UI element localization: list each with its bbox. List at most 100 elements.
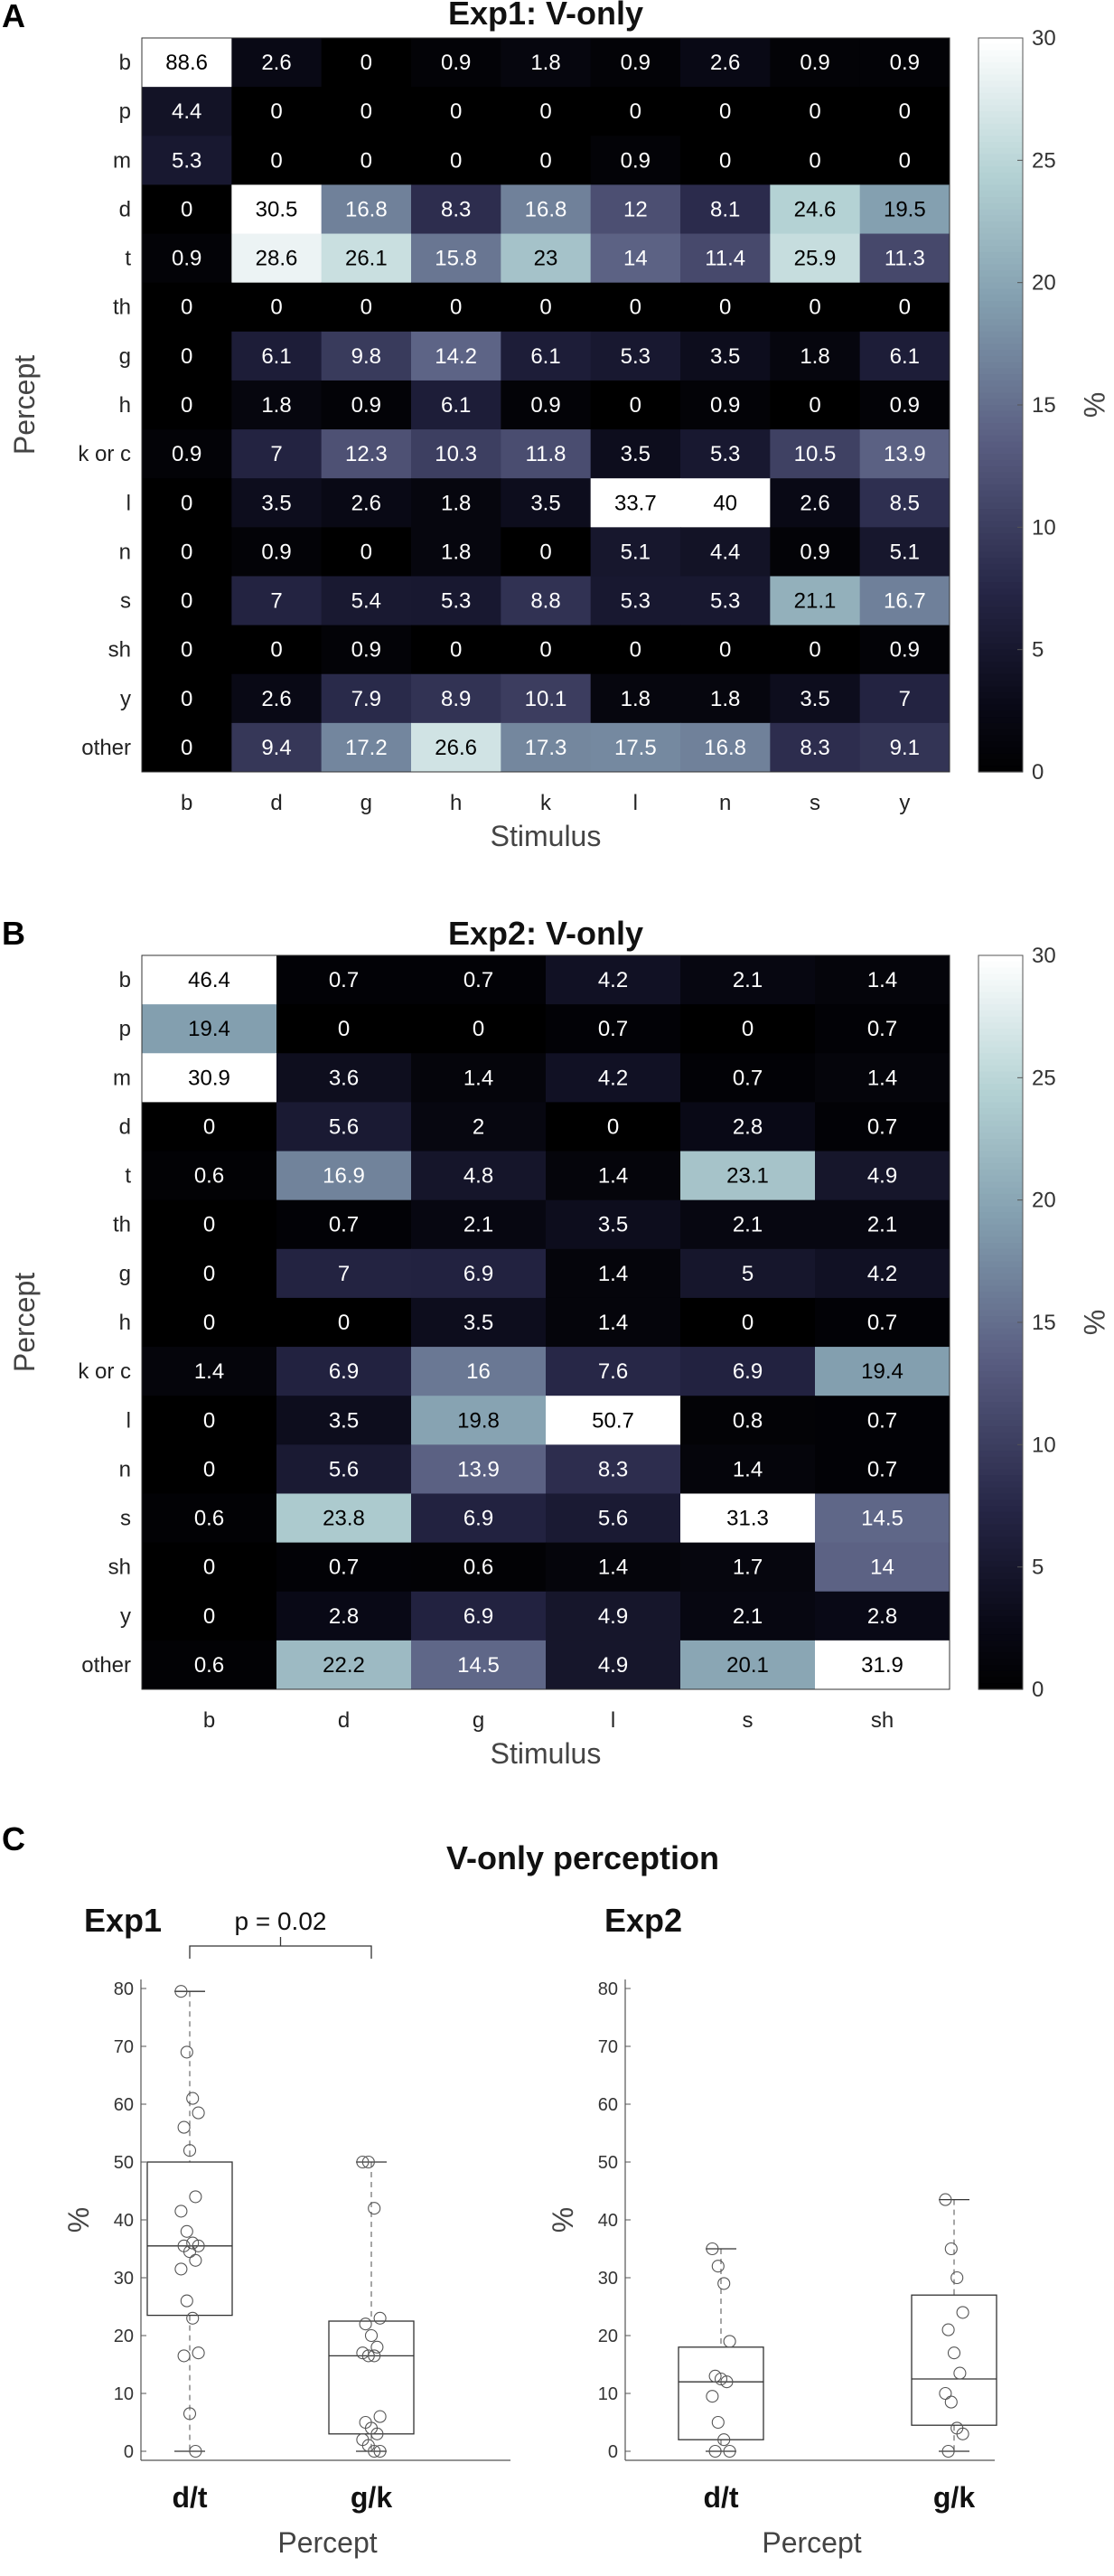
cell-value: 0.9 [530,393,560,418]
cell-value: 0 [539,99,551,124]
colorbar-segment [978,1303,1023,1312]
colorbar-segment [978,343,1023,351]
cell-value: 26.6 [435,736,477,760]
colorbar-segment [978,160,1023,167]
heatmap-cell [680,1053,816,1103]
colorbar-segment [978,1615,1023,1623]
percept-tick-label: t [125,1164,131,1189]
cell-value: 0 [203,1114,215,1139]
colorbar-segment [978,1444,1023,1452]
cell-value: 0 [450,638,462,663]
cell-value: 0.7 [867,1408,897,1433]
heatmap-cell [231,233,323,284]
heatmap-cell [276,1591,412,1641]
colorbar-segment [978,686,1023,693]
cell-value: 0.7 [867,1457,897,1481]
colorbar-segment [978,1426,1023,1434]
category-label: g/k [351,2481,392,2514]
colorbar-segment [978,1114,1023,1122]
cell-value: 0 [181,736,192,760]
colorbar-segment [978,955,1023,963]
cell-value: 0 [809,296,820,320]
cell-value: 2.1 [733,968,763,992]
data-point [956,2306,969,2319]
heatmap-cell [501,282,592,333]
colorbar-segment [978,1285,1023,1293]
cell-value: 4.2 [598,1066,628,1090]
colorbar-segment [978,435,1023,443]
cell-value: 8.1 [710,197,740,221]
heatmap-cell [321,233,412,284]
colorbar-segment [978,1181,1023,1189]
cell-value: 0 [607,1114,619,1139]
heatmap-cell [546,1396,681,1445]
cell-value: 0.7 [867,1311,897,1335]
cell-value: 0 [539,296,551,320]
heatmap-cell [680,87,771,136]
heatmap-cell [321,527,412,577]
cell-value: 0 [270,296,282,320]
colorbar-segment [978,331,1023,339]
heatmap-cell [590,429,681,479]
data-point [370,2427,384,2440]
colorbar-segment [978,233,1023,240]
cell-value: 5.6 [329,1457,359,1481]
heatmap-exp2: Exp2: V-only 46.4 0.7 0.7 4.2 2.1 1.4 19.4 0 0 0.7… [8,915,1110,1770]
cell-value: 0 [203,1604,215,1629]
cell-value: 15.8 [435,247,477,271]
percept-tick-label: g [119,344,131,369]
cell-value: 0 [450,296,462,320]
data-point [947,2346,961,2360]
cell-value: 7.6 [598,1359,628,1384]
heatmap-cell [411,136,501,185]
cell-value: 0 [539,638,551,663]
colorbar-segment [978,514,1023,522]
cell-value: 4.9 [598,1653,628,1678]
heatmap-cell [815,1396,950,1445]
cell-value: 0 [899,148,911,173]
data-point [192,2239,205,2252]
percept-tick-label: t [125,247,131,271]
data-point [361,2155,375,2169]
cell-value: 0 [270,99,282,124]
colorbar-segment [978,1622,1023,1629]
heatmap-cell [770,380,861,430]
colorbar-segment [978,221,1023,229]
colorbar-segment [978,973,1023,981]
colorbar-segment [978,337,1023,344]
colorbar-segment [978,1511,1023,1519]
heatmap-cell [680,380,771,430]
colorbar-segment [978,643,1023,651]
colorbar-segment [978,209,1023,216]
cell-value: 14 [870,1556,894,1580]
heatmap-cell [815,1102,950,1152]
data-point [177,2120,191,2134]
cell-value: 0.9 [800,540,829,564]
cell-value: 9.8 [351,344,381,369]
colorbar-segment [978,558,1023,565]
cell-value: 0.6 [463,1556,493,1580]
heatmap-cell [142,1542,277,1593]
cell-value: 1.4 [598,1556,628,1580]
cell-value: 26.1 [345,247,388,271]
colorbar-segment [978,1383,1023,1391]
colorbar-segment [978,582,1023,589]
colorbar-segment [978,355,1023,363]
heatmap-cell [770,429,861,479]
heatmap-cell [859,527,950,577]
cell-value: 12.3 [345,442,388,466]
panel-letter-b: B [2,915,25,952]
percept-tick-label: g [119,1262,131,1286]
data-point [717,2433,731,2447]
cell-value: 2.1 [733,1213,763,1237]
colorbar-segment [978,350,1023,357]
heatmap-cell [501,184,592,235]
heatmap-cell [590,233,681,284]
cell-value: 3.6 [329,1066,359,1090]
cell-value: 8.5 [890,491,920,515]
heatmap-cell [680,478,771,528]
cell-value: 6.9 [463,1604,493,1629]
heatmap-frame [141,954,950,1690]
data-point [183,2144,197,2158]
cell-value: 19.8 [457,1408,500,1433]
